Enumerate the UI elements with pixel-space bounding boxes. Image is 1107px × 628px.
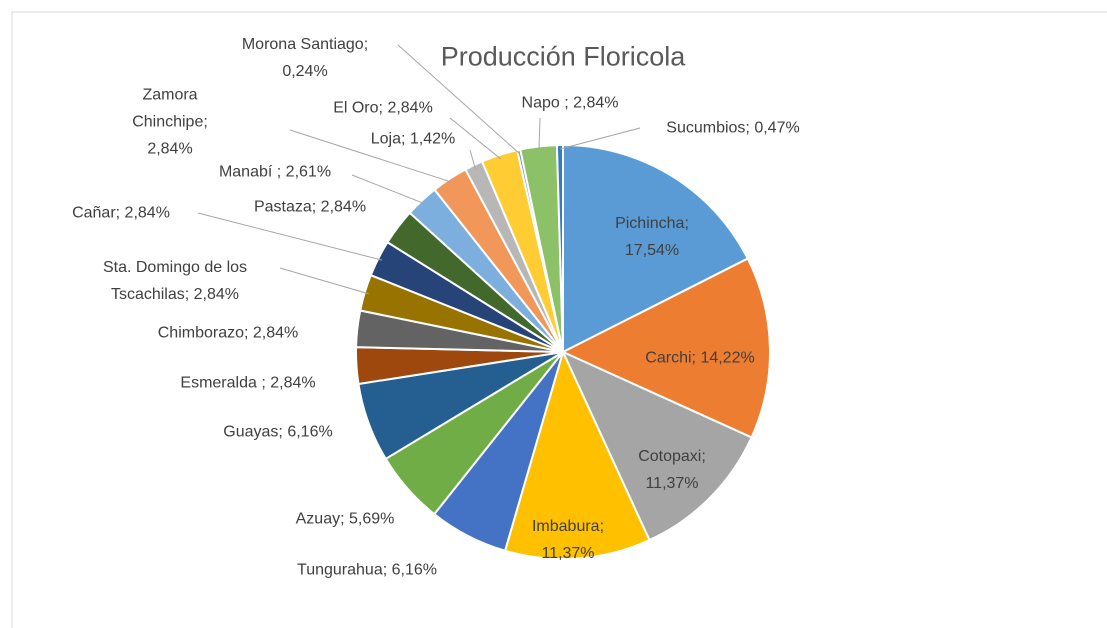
label-value: 2,84% [252, 324, 299, 342]
pie-slice [560, 349, 753, 542]
label-category: El Oro; [333, 99, 383, 117]
label-value: 2,84% [387, 99, 433, 117]
leader-line [559, 127, 641, 150]
label-category: Sta. Domingo de los Tscachilas; [102, 259, 248, 303]
chart-title: Producción Floricola [440, 41, 686, 72]
label-value: 0,24% [282, 63, 328, 80]
data-label: Napo ; 2,84% [515, 90, 625, 117]
data-label: El Oro; 2,84% [308, 95, 458, 122]
data-label: Pichincha; 17,54% [602, 210, 702, 264]
leader-line [469, 149, 476, 170]
label-value: 2,84% [193, 286, 240, 303]
label-category: Pichincha; [615, 215, 689, 232]
leader-line [538, 117, 541, 151]
label-value: 2,84% [573, 94, 619, 112]
data-label: Loja; 1,42% [348, 126, 478, 153]
label-value: 1,42% [409, 130, 456, 148]
data-label: Cotopaxi; 11,37% [617, 443, 727, 497]
label-category: Tungurahua; [297, 561, 388, 579]
label-value: 2,84% [124, 204, 170, 222]
data-label: Azuay; 5,69% [275, 506, 415, 533]
data-label: Chimborazo; 2,84% [143, 320, 313, 347]
label-value: 2,84% [147, 140, 193, 158]
data-label: Morona Santiago; 0,24% [225, 31, 385, 85]
label-value: 2,61% [285, 163, 332, 181]
label-value: 6,16% [287, 423, 333, 441]
label-category: Napo ; [521, 94, 569, 112]
label-category: Azuay; [295, 510, 345, 528]
leader-line [397, 44, 520, 155]
data-label: Cañar; 2,84% [36, 200, 206, 227]
data-label: Zamora Chinchipe; 2,84% [115, 82, 225, 163]
leader-line [289, 129, 452, 183]
data-label: Sta. Domingo de los Tscachilas; 2,84% [68, 254, 283, 308]
label-category: Manabí ; [218, 163, 282, 181]
label-value: 5,69% [349, 510, 395, 528]
label-value: 14,22% [700, 349, 755, 367]
label-category: Pastaza; [253, 198, 317, 216]
leader-line [351, 174, 425, 205]
data-label: Imbabura; 11,37% [513, 513, 623, 567]
label-value: 11,37% [541, 545, 595, 562]
leader-line [197, 212, 383, 261]
label-value: 2,84% [320, 198, 367, 216]
label-value: 17,54% [624, 242, 680, 259]
data-label: Esmeralda ; 2,84% [148, 370, 348, 397]
label-category: Cañar; [72, 204, 121, 222]
pie-slice [555, 143, 564, 353]
label-value: 11,37% [645, 475, 699, 492]
data-label: Sucumbios; 0,47% [633, 115, 833, 142]
label-category: Morona Santiago; [241, 36, 369, 53]
frame [11, 11, 1107, 628]
data-label: Pastaza; 2,84% [225, 194, 395, 221]
label-category: Chimborazo; [157, 324, 249, 342]
label-category: Esmeralda ; [180, 374, 266, 392]
label-category: Loja; [370, 130, 406, 148]
pie-slice [560, 257, 771, 439]
label-category: Cotopaxi; [638, 448, 706, 465]
data-label: Guayas; 6,16% [198, 419, 358, 446]
label-category: Zamora Chinchipe; [132, 86, 208, 131]
data-label: Manabí ; 2,61% [190, 159, 360, 186]
label-value: 0,47% [754, 119, 800, 137]
pie-slice [562, 143, 750, 354]
label-category: Guayas; [223, 423, 283, 441]
label-value: 6,16% [391, 561, 437, 579]
data-label: Carchi; 14,22% [615, 345, 785, 372]
label-category: Carchi; [645, 349, 696, 367]
pie-slice [503, 349, 651, 560]
data-label: Tungurahua; 6,16% [257, 557, 477, 584]
label-value: 2,84% [270, 374, 316, 392]
leader-line [449, 117, 501, 160]
label-category: Imbabura; [531, 518, 605, 535]
leader-line [279, 267, 369, 295]
label-category: Sucumbios; [666, 119, 750, 137]
